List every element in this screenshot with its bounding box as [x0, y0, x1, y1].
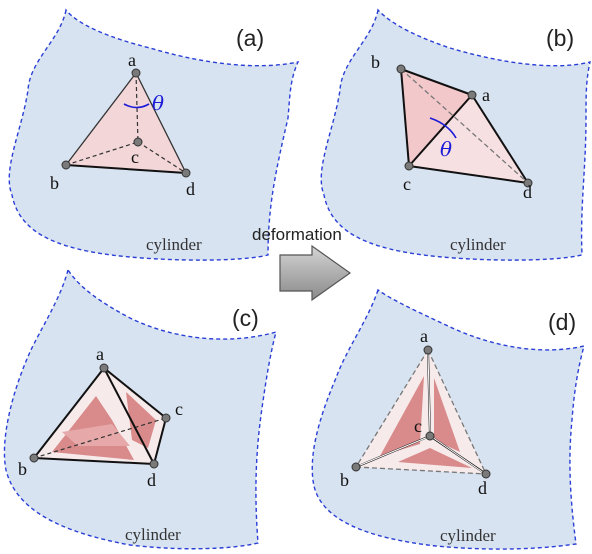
- vertex-b: [351, 462, 361, 472]
- panel-label-a: (a): [236, 25, 264, 51]
- deformation-arrow: deformation: [252, 225, 352, 302]
- vertex-label-b: b: [18, 459, 27, 479]
- edge-ac-highlight: [427, 351, 431, 435]
- vertex-d: [523, 178, 533, 188]
- vertex-a: [99, 363, 109, 373]
- angle-arc-b: [429, 117, 457, 139]
- panel-label-d: (d): [548, 309, 576, 335]
- theta-label-b: θ: [440, 137, 452, 161]
- edge-bc-highlight: [357, 436, 429, 467]
- vertex-label-a: a: [420, 326, 428, 346]
- edge-cd: [408, 165, 529, 184]
- edge-ac: [103, 367, 167, 419]
- edge-bd: [65, 164, 187, 174]
- hidden-edge-bd: [400, 68, 529, 184]
- tetra-face-d1: [380, 376, 424, 456]
- tetra-face-c2: [126, 392, 156, 448]
- tetra-face-b1: [401, 69, 472, 166]
- vertex-label-d: d: [523, 182, 532, 202]
- cylinder-label-a: cylinder: [146, 235, 202, 254]
- edge-ab: [65, 72, 137, 166]
- vertex-label-c: c: [403, 174, 411, 194]
- panel-b: (b) cylinder θ a b c d: [320, 8, 591, 261]
- right-arrow-icon: [279, 244, 352, 302]
- vertex-d: [181, 168, 191, 178]
- vertex-label-c: c: [175, 399, 183, 419]
- tetra-face-d3: [398, 448, 472, 468]
- cylinder-label-d: cylinder: [440, 526, 496, 545]
- panel-d: (d) cylinder a b c d: [311, 288, 585, 550]
- edge-ba: [400, 68, 473, 96]
- hidden-edge-cd: [137, 141, 187, 174]
- hidden-edge-bd: [355, 466, 487, 475]
- edge-cd: [153, 417, 167, 465]
- edge-ad: [135, 72, 187, 174]
- vertex-c: [425, 431, 435, 441]
- hidden-edge-ad: [427, 349, 487, 475]
- vertex-b: [396, 64, 406, 74]
- panel-c: (c) cylinder a b c d: [3, 268, 277, 550]
- vertex-a: [423, 345, 433, 355]
- tetra-face-b2: [409, 95, 528, 183]
- vertex-label-b: b: [371, 52, 380, 72]
- edge-bc: [400, 68, 410, 167]
- vertex-a: [467, 90, 477, 100]
- vertex-label-a: a: [96, 344, 104, 364]
- hidden-edge-ab: [355, 349, 429, 468]
- vertex-label-a: a: [482, 85, 490, 105]
- edge-ab: [33, 367, 105, 459]
- vertex-label-d: d: [478, 478, 487, 498]
- edge-bd: [33, 457, 155, 465]
- panel-label-b: (b): [546, 25, 574, 51]
- cylinder-label-c: cylinder: [125, 525, 181, 544]
- arrow-label: deformation: [252, 225, 342, 244]
- vertex-a: [131, 68, 141, 78]
- edge-cd-highlight: [431, 436, 485, 474]
- vertex-label-a: a: [128, 50, 136, 70]
- vertex-label-d: d: [147, 470, 156, 490]
- hidden-edge-bc: [65, 141, 139, 166]
- vertex-c: [161, 413, 171, 423]
- vertex-c: [133, 137, 143, 147]
- vertex-label-c: c: [414, 416, 422, 436]
- vertex-b: [29, 453, 39, 463]
- vertex-d: [149, 459, 159, 469]
- tetra-face-c3: [62, 424, 130, 446]
- vertex-label-d: d: [186, 179, 195, 199]
- tetra-face-d2: [434, 378, 460, 452]
- edge-ad: [471, 94, 529, 184]
- hidden-edge-ac: [135, 72, 139, 143]
- angle-arc-a: [123, 103, 150, 109]
- theta-label-a: θ: [152, 91, 164, 115]
- vertex-c: [404, 161, 414, 171]
- vertex-b: [61, 160, 71, 170]
- edge-ac: [408, 94, 473, 167]
- hidden-edge-bc: [33, 417, 167, 459]
- panel-a: (a) cylinder θ a b c d: [8, 8, 300, 261]
- panel-label-c: (c): [232, 305, 259, 331]
- vertex-label-c: c: [131, 147, 139, 167]
- vertex-label-b: b: [50, 173, 59, 193]
- vertex-label-b: b: [340, 470, 349, 490]
- cylinder-label-b: cylinder: [450, 235, 506, 254]
- tetra-face-a: [66, 73, 186, 173]
- edge-ad: [103, 367, 155, 465]
- vertex-d: [481, 469, 491, 479]
